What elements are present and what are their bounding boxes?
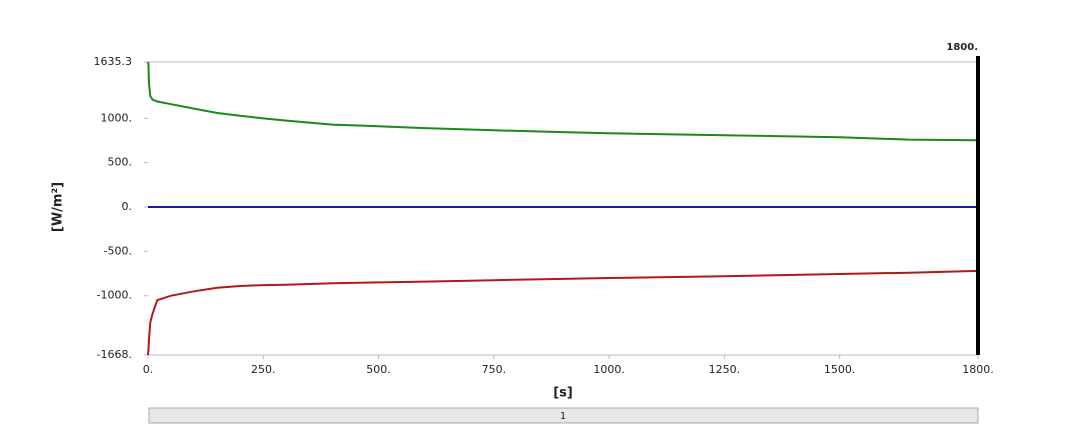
- y-tick-label: -500.: [104, 244, 132, 257]
- series-line: [147, 61, 979, 142]
- x-tick-label: 0.: [143, 363, 154, 376]
- y-tick-label: 1000.: [101, 111, 133, 124]
- x-axis-title: [s]: [553, 386, 573, 401]
- y-tick-label: 0.: [122, 200, 133, 213]
- y-tick-label: -1000.: [97, 289, 132, 302]
- y-tick-label: -1668.: [97, 348, 132, 361]
- x-tick-label: 1000.: [593, 363, 625, 376]
- y-tick-label: 500.: [108, 156, 133, 169]
- slider-label: 1: [560, 411, 566, 422]
- x-tick-label: 250.: [251, 363, 276, 376]
- cursor-label: 1800.: [946, 42, 978, 53]
- x-tick-label: 1800.: [962, 363, 994, 376]
- y-axis-title: [W/m²]: [51, 182, 66, 232]
- x-tick-label: 500.: [366, 363, 391, 376]
- timeline-slider[interactable]: [148, 407, 979, 424]
- y-tick-label: 1635.3: [94, 55, 133, 68]
- x-tick-label: 1500.: [824, 363, 856, 376]
- series-line: [147, 269, 979, 356]
- x-tick-label: 750.: [482, 363, 507, 376]
- x-tick-label: 1250.: [709, 363, 741, 376]
